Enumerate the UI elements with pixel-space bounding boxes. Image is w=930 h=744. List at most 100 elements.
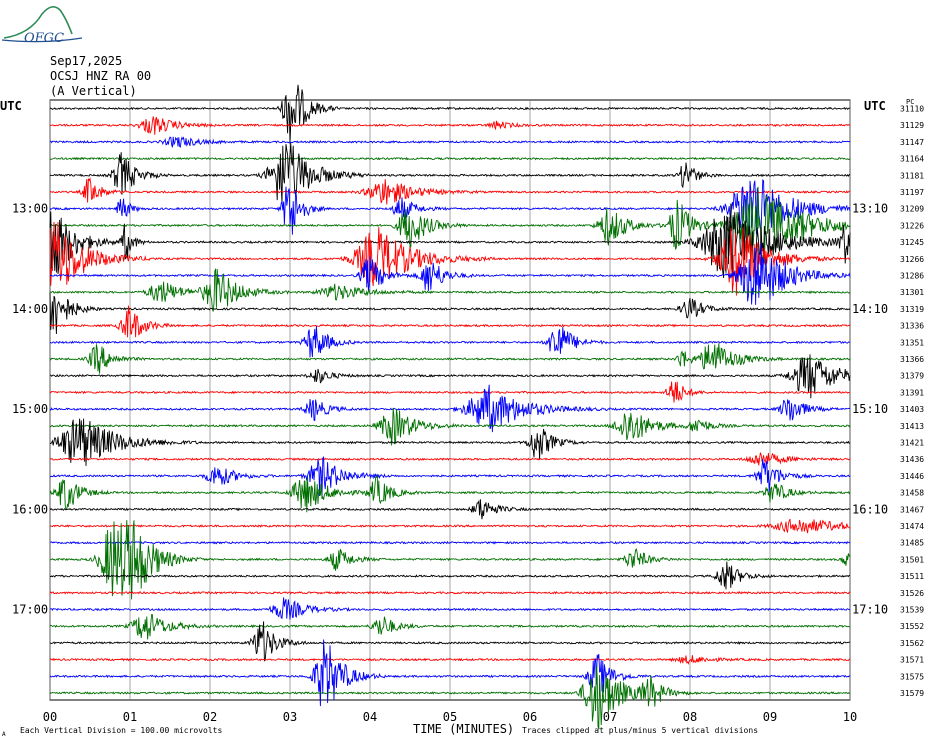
x-tick-label: 09 xyxy=(763,710,777,724)
trace-31413 xyxy=(49,407,851,446)
trace-31467 xyxy=(49,499,851,520)
trace-31164 xyxy=(49,156,851,161)
trace-31266 xyxy=(49,221,851,296)
left-hour-label: 15:00 xyxy=(12,402,48,416)
trace-31319 xyxy=(49,292,851,335)
x-tick-label: 06 xyxy=(523,710,537,724)
x-tick-label: 00 xyxy=(43,710,57,724)
trace-id-label: 31552 xyxy=(900,622,924,631)
utc-left-label: UTC xyxy=(0,99,22,113)
left-hour-label: 14:00 xyxy=(12,302,48,316)
trace-id-label: 31446 xyxy=(900,472,924,481)
component-label: (A Vertical) xyxy=(50,84,137,98)
x-tick-label: 03 xyxy=(283,710,297,724)
trace-id-label: 31421 xyxy=(900,439,924,448)
trace-31403 xyxy=(49,384,851,433)
trace-31539 xyxy=(49,597,851,620)
trace-31301 xyxy=(49,268,851,312)
utc-right-label: UTC xyxy=(864,99,886,113)
x-tick-label: 02 xyxy=(203,710,217,724)
trace-id-label: 31526 xyxy=(900,589,924,598)
pc-label: PC xyxy=(906,98,914,106)
scale-note: Each Vertical Division = 100.00 microvol… xyxy=(20,726,222,735)
logo-text: OFGC xyxy=(24,31,64,46)
trace-id-label: 31511 xyxy=(900,572,924,581)
trace-id-label: 31403 xyxy=(900,405,924,414)
trace-31511 xyxy=(49,561,851,590)
trace-id-label: 31467 xyxy=(900,505,924,514)
trace-31446 xyxy=(49,456,851,497)
trace-id-label: 31266 xyxy=(900,255,924,264)
trace-id-label: 31336 xyxy=(900,322,924,331)
trace-id-label: 31164 xyxy=(900,155,924,164)
trace-31366 xyxy=(49,343,851,374)
trace-id-label: 31436 xyxy=(900,455,924,464)
trace-id-label: 31181 xyxy=(900,171,924,180)
trace-id-label: 31571 xyxy=(900,656,924,665)
trace-31421 xyxy=(50,418,851,466)
trace-id-label: 31197 xyxy=(900,188,924,197)
trace-31226 xyxy=(49,186,851,264)
trace-31245 xyxy=(49,203,851,278)
trace-id-label: 31485 xyxy=(900,539,924,548)
trace-31552 xyxy=(49,614,851,640)
trace-31336 xyxy=(49,305,851,338)
trace-31436 xyxy=(49,452,851,466)
trace-31485 xyxy=(49,540,851,545)
trace-31147 xyxy=(49,136,850,148)
trace-31501 xyxy=(49,520,851,600)
right-hour-label: 13:10 xyxy=(852,202,888,216)
trace-31181 xyxy=(49,143,851,204)
plot-grid xyxy=(49,99,851,701)
trace-31286 xyxy=(49,242,851,305)
left-hour-label: 17:00 xyxy=(12,603,48,617)
x-tick-label: 08 xyxy=(683,710,697,724)
trace-31351 xyxy=(49,326,851,358)
trace-31197 xyxy=(49,177,851,205)
seismic-traces xyxy=(49,84,851,730)
axis-labels: UTC UTC PC TIME (MINUTES) Each Vertical … xyxy=(0,98,924,738)
left-hour-label: 13:00 xyxy=(12,202,48,216)
trace-31562 xyxy=(49,621,851,662)
trace-id-label: 31129 xyxy=(900,121,924,130)
trace-id-label: 31562 xyxy=(900,639,924,648)
x-tick-label: 01 xyxy=(123,710,137,724)
logo-swoosh-icon xyxy=(3,6,73,39)
x-tick-label: 04 xyxy=(363,710,377,724)
trace-31129 xyxy=(49,116,851,135)
trace-31575 xyxy=(49,639,851,707)
trace-id-label: 31286 xyxy=(900,272,924,281)
ofgc-logo: OFGC xyxy=(1,6,83,46)
trace-31579 xyxy=(49,665,851,730)
trace-id-label: 31110 xyxy=(900,105,924,114)
trace-id-label: 31458 xyxy=(900,489,924,498)
right-hour-label: 15:10 xyxy=(852,402,888,416)
corner-mark: A xyxy=(2,731,6,738)
trace-31209 xyxy=(49,178,851,236)
x-tick-label: 10 xyxy=(843,710,857,724)
station-code: OCSJ HNZ RA 00 xyxy=(50,69,152,83)
trace-31110 xyxy=(49,84,851,144)
x-tick-label: 05 xyxy=(443,710,457,724)
trace-id-label: 31147 xyxy=(900,138,924,147)
trace-id-label: 31539 xyxy=(900,606,924,615)
trace-31571 xyxy=(49,655,850,665)
right-hour-label: 14:10 xyxy=(852,302,888,316)
clip-note: Traces clipped at plus/minus 5 vertical … xyxy=(522,726,758,735)
plot-date: Sep17,2025 xyxy=(50,54,123,68)
trace-31474 xyxy=(49,518,851,534)
right-hour-label: 17:10 xyxy=(852,603,888,617)
x-tick-label: 07 xyxy=(603,710,617,724)
trace-31458 xyxy=(49,475,851,513)
trace-31391 xyxy=(49,381,851,403)
trace-31379 xyxy=(49,354,851,399)
trace-id-label: 31575 xyxy=(900,672,924,681)
trace-id-label: 31379 xyxy=(900,372,924,381)
trace-id-label: 31226 xyxy=(900,221,924,230)
trace-id-label: 31413 xyxy=(900,422,924,431)
trace-id-label: 31501 xyxy=(900,555,924,564)
trace-id-label: 31301 xyxy=(900,288,924,297)
trace-id-label: 31579 xyxy=(900,689,924,698)
trace-id-label: 31366 xyxy=(900,355,924,364)
